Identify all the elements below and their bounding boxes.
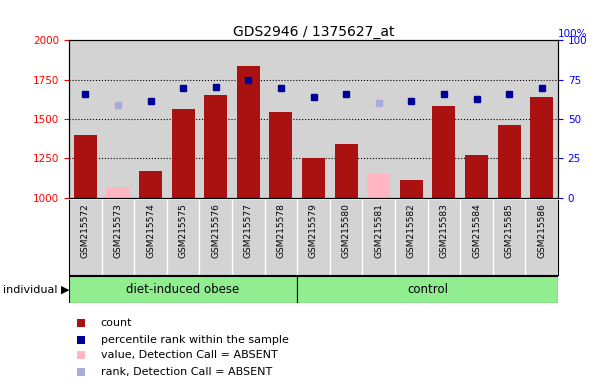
Bar xyxy=(297,276,558,303)
Text: GSM215584: GSM215584 xyxy=(472,204,481,258)
Bar xyxy=(465,155,488,198)
Text: 100%: 100% xyxy=(558,29,587,39)
Text: percentile rank within the sample: percentile rank within the sample xyxy=(101,335,289,345)
Text: control: control xyxy=(407,283,448,296)
Bar xyxy=(497,125,521,198)
Text: individual ▶: individual ▶ xyxy=(3,285,70,295)
Bar xyxy=(433,106,455,198)
Bar xyxy=(69,276,297,303)
Bar xyxy=(269,112,292,198)
Text: count: count xyxy=(101,318,132,328)
Text: GSM215585: GSM215585 xyxy=(505,204,514,258)
Bar xyxy=(367,174,390,198)
Bar xyxy=(139,171,162,198)
Bar xyxy=(530,97,553,198)
Bar xyxy=(172,109,194,198)
Bar xyxy=(106,187,130,198)
Text: GSM215576: GSM215576 xyxy=(211,204,220,258)
Text: GSM215575: GSM215575 xyxy=(179,204,188,258)
Bar xyxy=(335,144,358,198)
Text: diet-induced obese: diet-induced obese xyxy=(127,283,240,296)
Bar xyxy=(302,158,325,198)
Text: GSM215577: GSM215577 xyxy=(244,204,253,258)
Text: GSM215580: GSM215580 xyxy=(341,204,350,258)
Text: GSM215582: GSM215582 xyxy=(407,204,416,258)
Bar xyxy=(237,66,260,198)
Bar xyxy=(204,95,227,198)
Text: value, Detection Call = ABSENT: value, Detection Call = ABSENT xyxy=(101,350,278,360)
Text: GSM215578: GSM215578 xyxy=(277,204,286,258)
Bar xyxy=(74,135,97,198)
Text: GSM215573: GSM215573 xyxy=(113,204,122,258)
Text: GSM215574: GSM215574 xyxy=(146,204,155,258)
Text: rank, Detection Call = ABSENT: rank, Detection Call = ABSENT xyxy=(101,367,272,377)
Text: GSM215586: GSM215586 xyxy=(537,204,546,258)
Bar xyxy=(400,180,423,198)
Title: GDS2946 / 1375627_at: GDS2946 / 1375627_at xyxy=(233,25,394,39)
Text: GSM215572: GSM215572 xyxy=(81,204,90,258)
Text: GSM215579: GSM215579 xyxy=(309,204,318,258)
Text: GSM215583: GSM215583 xyxy=(439,204,448,258)
Text: GSM215581: GSM215581 xyxy=(374,204,383,258)
